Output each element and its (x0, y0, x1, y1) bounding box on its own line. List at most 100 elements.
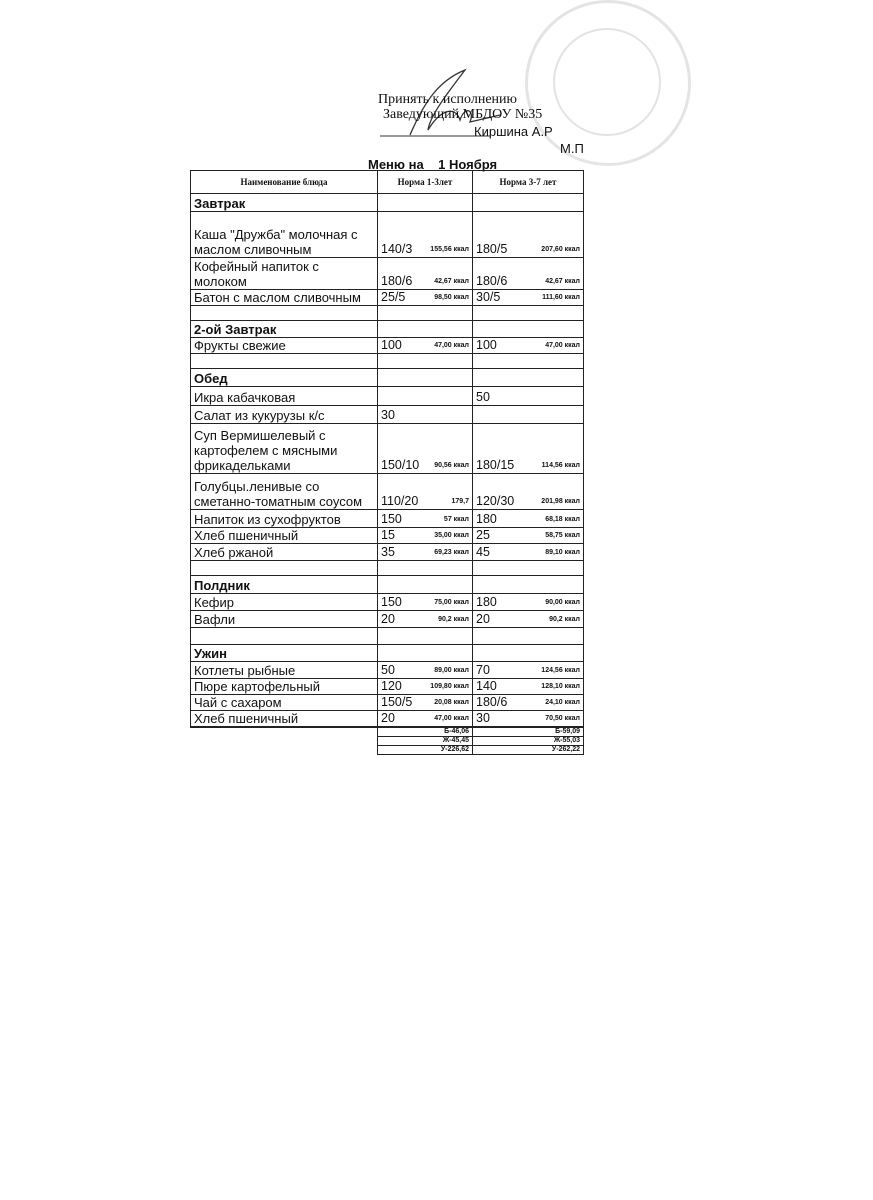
norm-3-7-cell: 45 89,10 ккал (472, 543, 584, 561)
portion-3-7: 180/15 (476, 458, 515, 472)
norm-3-7-cell: 180 90,00 ккал (472, 593, 584, 611)
kcal-1-3: 47,00 ккал (434, 342, 469, 349)
menu-title-prefix: Меню на (368, 157, 424, 172)
section-row: 2-ой Завтрак (190, 320, 584, 338)
empty-cell (377, 193, 473, 212)
kcal-1-3: 57 ккал (443, 516, 469, 523)
empty-cell (190, 627, 378, 645)
dish-name: Икра кабачковая (190, 386, 378, 406)
kcal-3-7: 24,10 ккал (545, 699, 580, 706)
table-row: Кефир 150 75,00 ккал 180 90,00 ккал (190, 593, 584, 611)
portion-1-3: 50 (381, 663, 395, 677)
table-row: Хлеб ржаной 35 69,23 ккал 45 89,10 ккал (190, 543, 584, 561)
empty-cell (377, 353, 473, 369)
empty-cell (472, 575, 584, 594)
empty-cell (377, 305, 473, 321)
blank-cell (191, 728, 378, 737)
norm-1-3-cell: 110/20 179,7 (377, 473, 473, 510)
norm-1-3-cell: 25/5 98,50 ккал (377, 289, 473, 306)
portion-1-3: 140/3 (381, 242, 413, 256)
table-row: Чай с сахаром 150/5 20,08 ккал 180/6 24,10… (190, 694, 584, 711)
portion-1-3: 110/20 (381, 494, 419, 508)
portion-3-7: 100 (476, 338, 497, 353)
portion-1-3: 30 (381, 408, 395, 422)
empty-row (190, 560, 584, 576)
seal-label: М.П (560, 141, 584, 156)
dish-name: Напиток из сухофруктов (190, 509, 378, 528)
empty-row (190, 627, 584, 645)
norm-3-7-cell: 140 128,10 ккал (472, 678, 584, 695)
table-row: Голубцы.ленивые со сметанно-томатным соу… (190, 473, 584, 510)
section-row: Полдник (190, 575, 584, 594)
norm-1-3-cell (377, 386, 473, 406)
empty-cell (190, 305, 378, 321)
portion-1-3: 25/5 (381, 290, 406, 305)
approval-line1: Принять к исполнению (378, 92, 517, 107)
norm-3-7-cell: 180/6 42,67 ккал (472, 257, 584, 290)
portion-1-3: 150/5 (381, 695, 413, 710)
portion-1-3: 35 (381, 545, 395, 559)
menu-title: Меню на 1 Ноября (368, 157, 497, 172)
portion-3-7: 70 (476, 663, 490, 677)
header-dish: Наименование блюда (190, 170, 378, 194)
norm-3-7-cell: 180/15 114,56 ккал (472, 423, 584, 474)
kcal-1-3: 89,00 ккал (434, 667, 469, 674)
table-row: Пюре картофельный 120 109,80 ккал 140 128,… (190, 678, 584, 695)
dish-name: Голубцы.ленивые со сметанно-томатным соу… (190, 473, 378, 510)
norm-1-3-cell: 20 47,00 ккал (377, 710, 473, 727)
portion-3-7: 25 (476, 528, 490, 543)
norm-1-3-cell: 150 57 ккал (377, 509, 473, 528)
kcal-3-7: 89,10 ккал (545, 549, 580, 556)
kcal-3-7: 58,75 ккал (545, 532, 580, 539)
norm-1-3-cell: 20 90,2 ккал (377, 610, 473, 628)
kcal-1-3: 75,00 ккал (434, 599, 469, 606)
section-title: Завтрак (190, 193, 378, 212)
empty-cell (472, 353, 584, 369)
kcal-3-7: 114,56 ккал (541, 462, 580, 469)
kcal-3-7: 201,98 ккал (541, 498, 580, 505)
kcal-1-3: 47,00 ккал (434, 715, 469, 722)
approval-line2: Заведующий МБДОУ №35 (383, 107, 543, 122)
kcal-1-3: 179,7 (451, 498, 469, 505)
dish-name: Фрукты свежие (190, 337, 378, 354)
portion-1-3: 150/10 (381, 458, 420, 472)
dish-name: Хлеб пшеничный (190, 710, 378, 727)
portion-3-7: 180 (476, 595, 497, 609)
kcal-3-7: 207,60 ккал (541, 246, 580, 253)
section-title: 2-ой Завтрак (190, 320, 378, 338)
header-norm-3-7: Норма 3-7 лет (472, 170, 584, 194)
dish-name: Кефир (190, 593, 378, 611)
kcal-1-3: 90,2 ккал (438, 616, 469, 623)
portion-3-7: 140 (476, 679, 497, 694)
kcal-1-3: 155,56 ккал (430, 246, 469, 253)
norm-1-3-cell: 100 47,00 ккал (377, 337, 473, 354)
norm-1-3-cell: 150 75,00 ккал (377, 593, 473, 611)
norm-3-7-cell: 180 68,18 ккал (472, 509, 584, 528)
norm-1-3-cell: 150/5 20,08 ккал (377, 694, 473, 711)
total-1-3: Ж-45,45 (377, 736, 473, 746)
table-row: Напиток из сухофруктов 150 57 ккал 180 68,… (190, 509, 584, 528)
norm-1-3-cell: 150/10 90,56 ккал (377, 423, 473, 474)
portion-3-7: 180/6 (476, 274, 508, 288)
norm-3-7-cell: 30 70,50 ккал (472, 710, 584, 727)
totals-row: У-226,62 У-262,22 (191, 745, 584, 755)
portion-1-3: 180/6 (381, 274, 413, 288)
norm-1-3-cell: 180/6 42,67 ккал (377, 257, 473, 290)
kcal-1-3: 35,00 ккал (434, 532, 469, 539)
portion-3-7: 50 (476, 390, 490, 404)
empty-cell (190, 560, 378, 576)
kcal-3-7: 42,67 ккал (545, 278, 580, 285)
kcal-1-3: 69,23 ккал (434, 549, 469, 556)
norm-3-7-cell: 180/5 207,60 ккал (472, 211, 584, 258)
portion-3-7: 45 (476, 545, 490, 559)
approval-signer: Киршина А.Р (474, 124, 553, 139)
norm-1-3-cell: 35 69,23 ккал (377, 543, 473, 561)
signature (380, 68, 501, 137)
table-row: Суп Вермишелевый с картофелем с мясными … (190, 423, 584, 474)
totals-row: Ж-45,45 Ж-55,03 (191, 736, 584, 746)
dish-name: Кофейный напиток с молоком (190, 257, 378, 290)
norm-3-7-cell: 120/30 201,98 ккал (472, 473, 584, 510)
norm-3-7-cell: 30/5 111,60 ккал (472, 289, 584, 306)
kcal-3-7: 111,60 ккал (542, 294, 580, 301)
